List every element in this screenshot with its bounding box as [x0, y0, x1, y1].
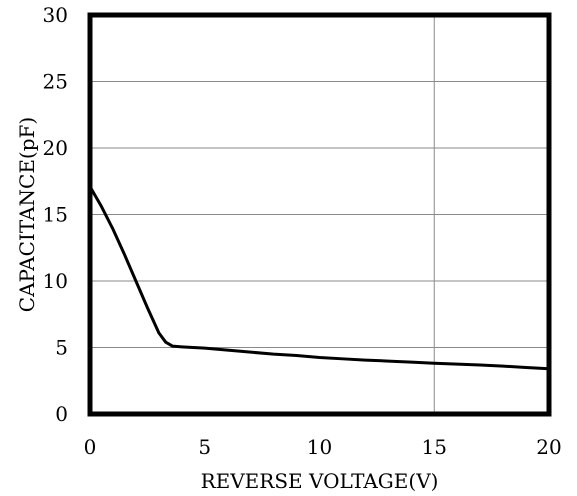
y-axis-ticks: 0 5 10 15 20 25 30 [43, 3, 68, 426]
y-tick-label: 5 [55, 336, 68, 360]
y-tick-label: 20 [43, 136, 68, 160]
y-tick-label: 0 [55, 402, 68, 426]
x-tick-label: 5 [198, 435, 211, 459]
x-tick-label: 20 [536, 435, 561, 459]
x-tick-label: 0 [84, 435, 97, 459]
x-axis-ticks: 0 5 10 15 20 [84, 435, 562, 459]
grid-lines [90, 15, 549, 414]
x-tick-label: 10 [307, 435, 332, 459]
y-tick-label: 30 [43, 3, 68, 27]
x-tick-label: 15 [422, 435, 447, 459]
x-axis-label: REVERSE VOLTAGE(V) [201, 469, 439, 493]
plot-frame [87, 12, 552, 417]
y-tick-label: 10 [43, 269, 68, 293]
y-axis-label: CAPACITANCE(pF) [15, 117, 39, 312]
capacitance-series-line [88, 185, 551, 371]
y-tick-label: 25 [43, 70, 68, 94]
y-tick-label: 15 [43, 203, 68, 227]
